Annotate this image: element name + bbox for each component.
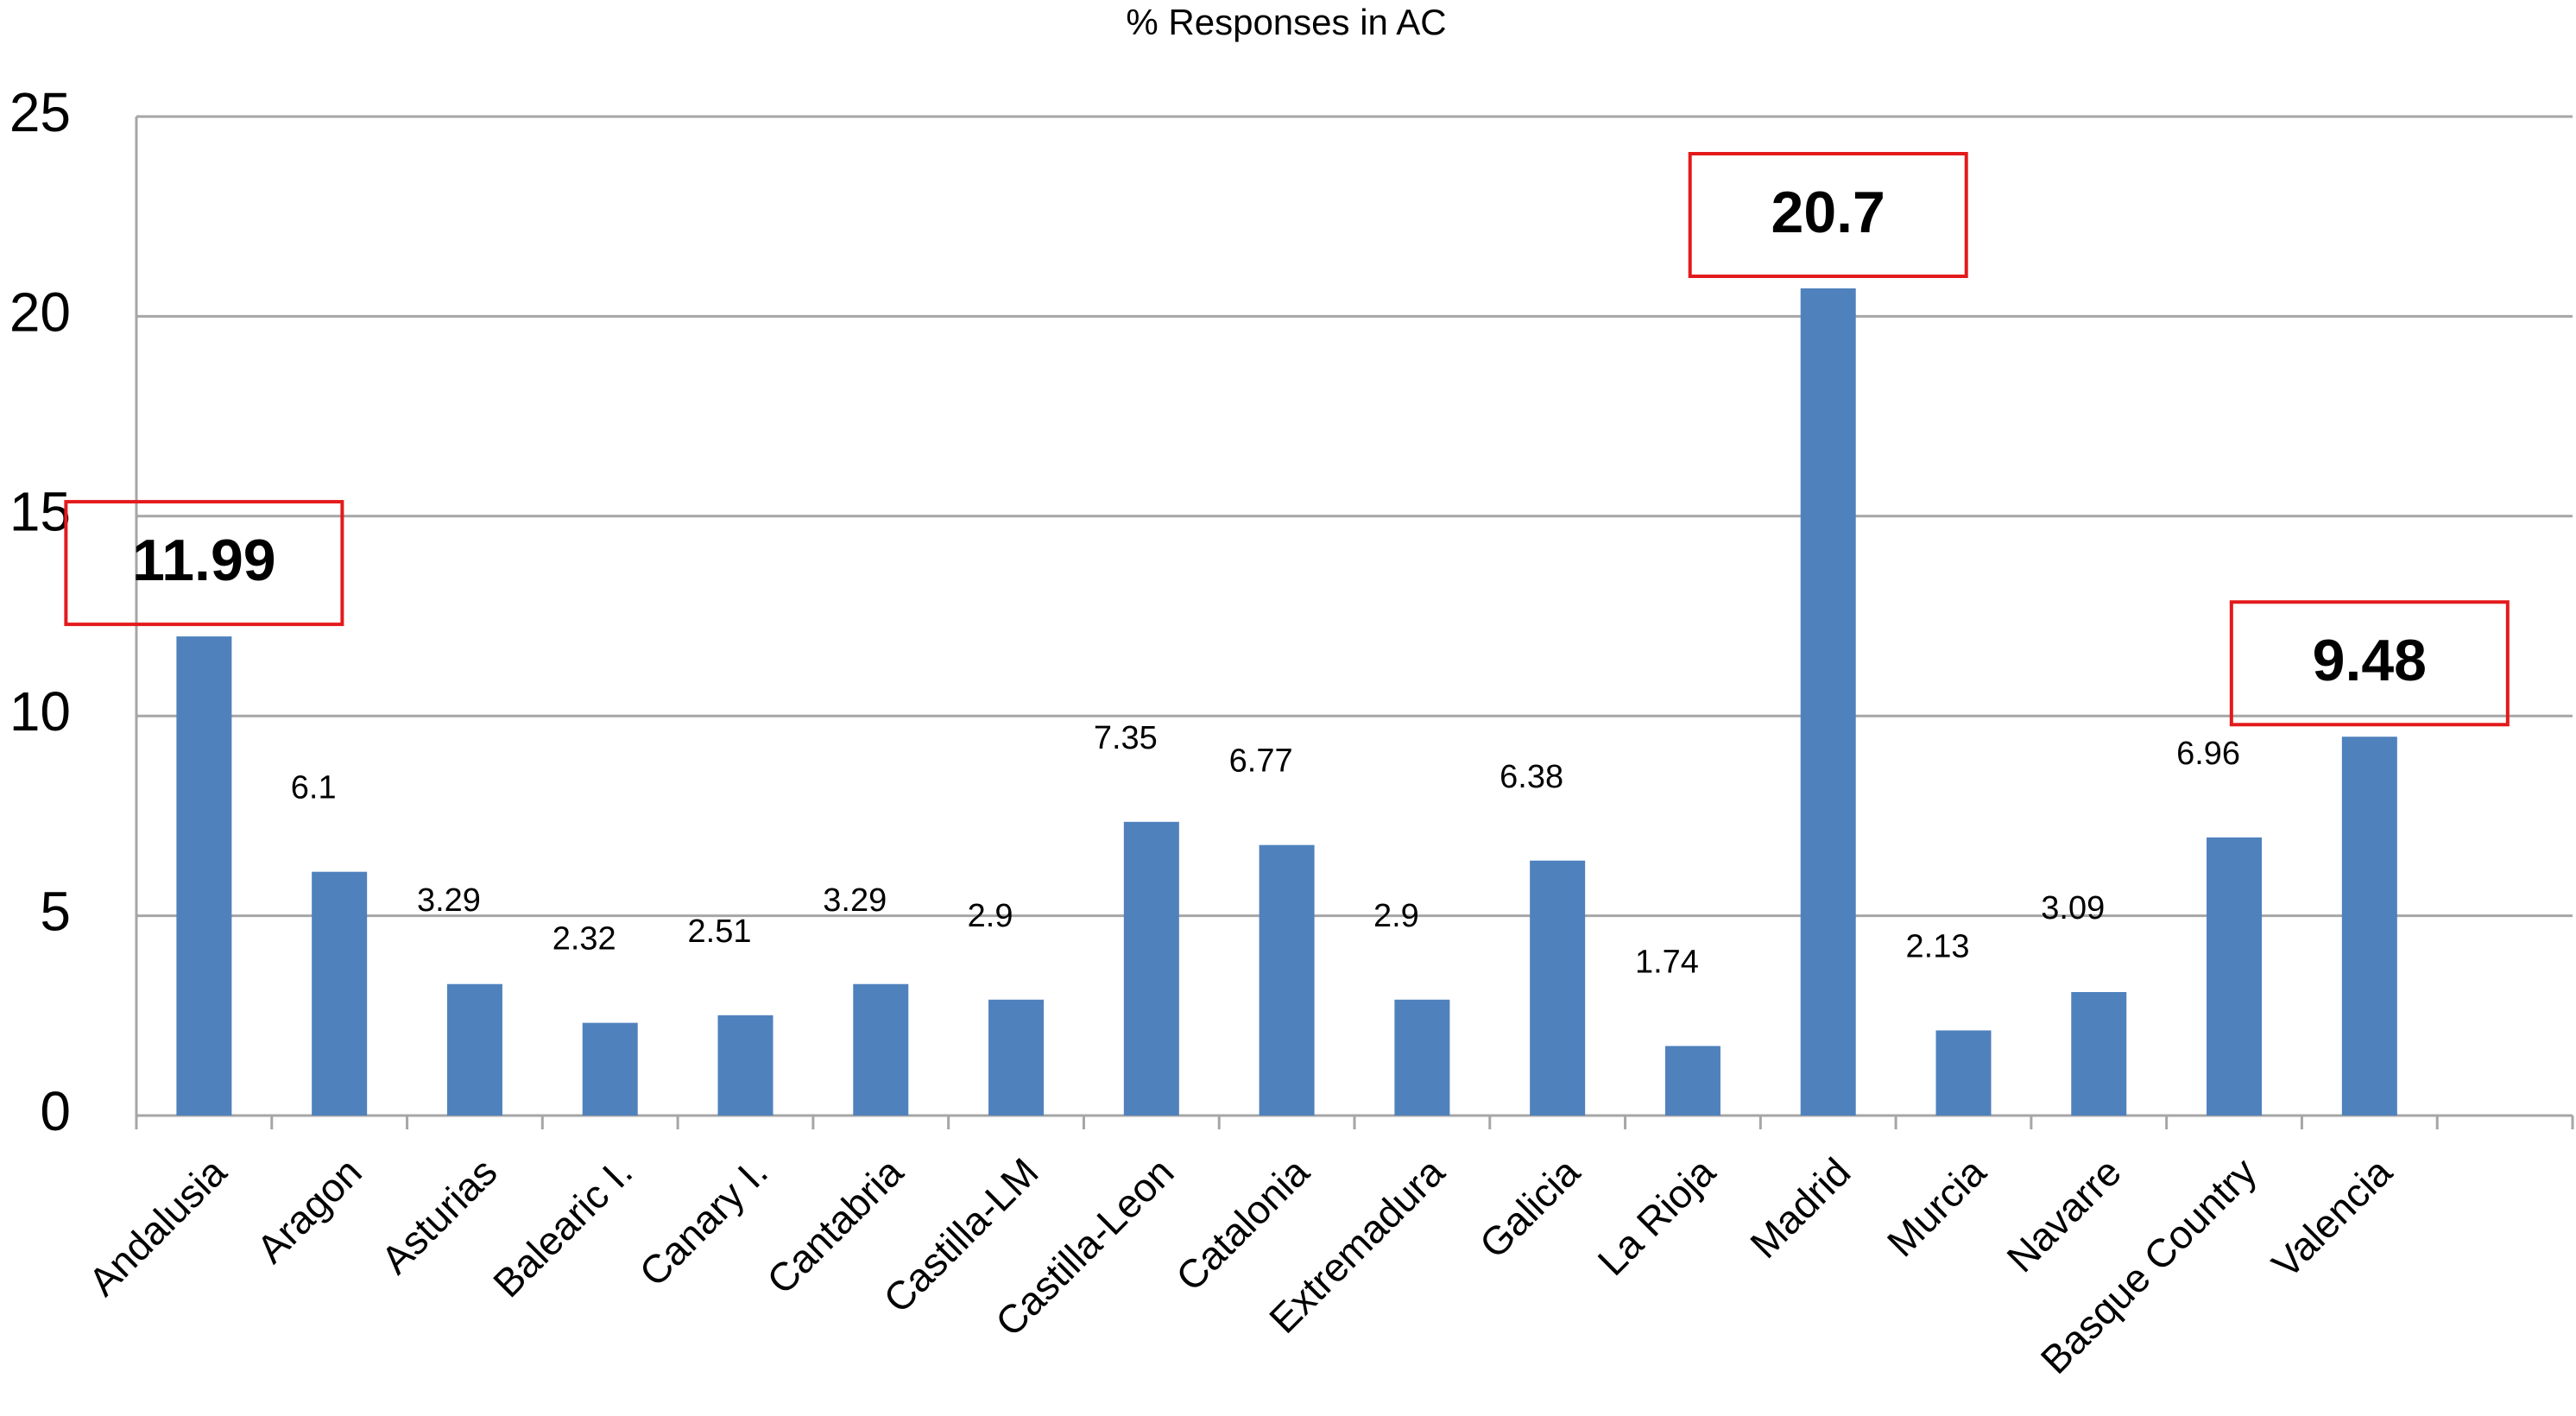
bar	[582, 1022, 638, 1116]
highlight-box	[64, 500, 344, 627]
bar	[1259, 844, 1315, 1116]
highlight-box	[2229, 600, 2510, 727]
x-tick-label: Murcia	[1878, 1149, 1995, 1266]
x-tick-label: Asturias	[372, 1149, 505, 1282]
data-label: 11.99	[132, 528, 275, 593]
x-tick-label: La Rioja	[1588, 1149, 1723, 1284]
bar	[853, 983, 909, 1116]
data-label: 9.48	[2313, 628, 2427, 693]
data-label: 3.29	[823, 882, 887, 919]
x-tick-label: Aragon	[248, 1149, 370, 1272]
bar	[2207, 837, 2263, 1116]
data-label: 6.1	[291, 770, 337, 806]
bar	[1800, 288, 1856, 1116]
bar	[1935, 1030, 1992, 1116]
y-tick-label: 25	[9, 81, 71, 143]
bar	[1394, 999, 1450, 1116]
data-label: 7.35	[1094, 720, 1158, 756]
x-tick-label: Navarre	[1998, 1149, 2129, 1280]
data-label: 2.13	[1906, 928, 1970, 964]
y-tick-label: 10	[9, 680, 71, 743]
highlight-box	[1688, 152, 1968, 279]
data-label: 1.74	[1635, 945, 1699, 981]
x-tick-label: Canary I.	[630, 1149, 776, 1295]
data-label: 3.29	[417, 882, 481, 919]
x-tick-label: Balearic I.	[484, 1149, 641, 1305]
bar	[1123, 821, 1179, 1116]
data-label: 6.38	[1500, 759, 1563, 795]
data-label: 2.9	[968, 898, 1013, 934]
x-tick-label: Valencia	[2263, 1149, 2400, 1286]
bar	[176, 636, 232, 1116]
data-label: 2.51	[688, 913, 752, 950]
y-tick-label: 15	[9, 481, 71, 543]
x-tick-label: Galicia	[1471, 1149, 1588, 1267]
data-label: 6.96	[2176, 736, 2240, 772]
data-label: 2.9	[1373, 898, 1419, 934]
y-tick-label: 5	[40, 881, 71, 943]
y-tick-label: 20	[9, 281, 71, 343]
data-label: 6.77	[1229, 743, 1293, 780]
bar	[312, 871, 368, 1116]
bar	[988, 999, 1045, 1116]
y-tick-label: 0	[40, 1080, 71, 1142]
x-tick-label: Madrid	[1741, 1149, 1859, 1267]
bar	[2341, 736, 2397, 1116]
x-tick-label: Andalusia	[79, 1149, 235, 1305]
data-label: 2.32	[552, 921, 616, 958]
bar	[2071, 991, 2127, 1116]
bar	[446, 983, 502, 1116]
data-label: 20.7	[1771, 180, 1885, 245]
chart-title: % Responses in AC	[1126, 2, 1446, 42]
bar	[1530, 860, 1586, 1116]
bar	[717, 1015, 773, 1116]
data-label: 3.09	[2041, 890, 2105, 926]
bar	[1664, 1046, 1720, 1116]
